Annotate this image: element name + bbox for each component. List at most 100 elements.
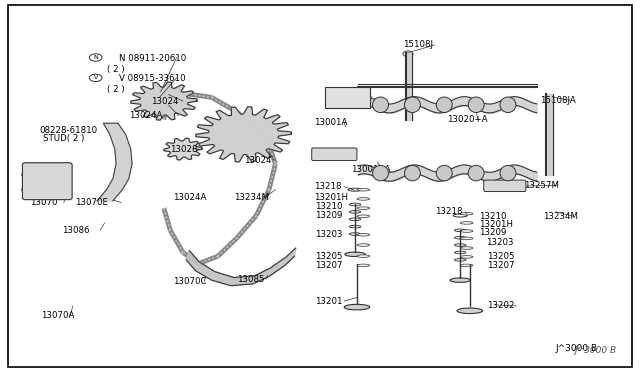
Polygon shape <box>196 107 291 162</box>
Polygon shape <box>186 248 296 286</box>
Text: 13070A: 13070A <box>41 311 74 320</box>
Ellipse shape <box>357 188 370 191</box>
Circle shape <box>90 74 102 81</box>
Polygon shape <box>131 82 197 120</box>
Text: 13210: 13210 <box>315 202 342 211</box>
Ellipse shape <box>349 233 361 235</box>
Text: 13024: 13024 <box>151 97 179 106</box>
Ellipse shape <box>349 218 361 221</box>
Text: 13203: 13203 <box>315 230 342 239</box>
Text: 13070: 13070 <box>30 198 58 207</box>
Text: 13201: 13201 <box>315 297 342 306</box>
Ellipse shape <box>349 225 361 228</box>
Text: 13234M: 13234M <box>543 212 578 221</box>
Text: 13257M: 13257M <box>312 153 348 162</box>
Text: 15108J: 15108J <box>403 41 433 49</box>
Ellipse shape <box>460 264 473 267</box>
Ellipse shape <box>344 304 370 310</box>
Circle shape <box>41 178 54 185</box>
Ellipse shape <box>357 198 370 200</box>
Text: V 08915-33610: V 08915-33610 <box>119 74 186 83</box>
Polygon shape <box>97 123 132 201</box>
Text: J^3000 B: J^3000 B <box>556 344 598 353</box>
Circle shape <box>403 51 413 57</box>
Text: 13210: 13210 <box>479 212 507 221</box>
Text: 13001AA: 13001AA <box>351 165 390 174</box>
Text: 13207: 13207 <box>315 261 342 270</box>
Ellipse shape <box>460 212 473 215</box>
Text: 13209: 13209 <box>315 211 342 220</box>
Ellipse shape <box>500 165 516 181</box>
Text: 13070E: 13070E <box>75 198 108 207</box>
Ellipse shape <box>357 234 370 236</box>
Text: 13218: 13218 <box>435 207 462 217</box>
Circle shape <box>224 123 263 145</box>
Text: 13203: 13203 <box>486 238 513 247</box>
Text: 13086: 13086 <box>62 226 90 235</box>
Ellipse shape <box>349 203 361 206</box>
Ellipse shape <box>349 211 361 213</box>
Ellipse shape <box>450 278 470 282</box>
Text: 13001A: 13001A <box>314 118 347 127</box>
Text: 13085: 13085 <box>237 275 265 283</box>
Ellipse shape <box>454 236 466 239</box>
Text: 08228-61810: 08228-61810 <box>40 126 98 135</box>
Ellipse shape <box>357 255 370 257</box>
Ellipse shape <box>345 252 365 257</box>
Ellipse shape <box>372 165 388 181</box>
Text: 13218: 13218 <box>314 182 341 191</box>
Text: N 08911-20610: N 08911-20610 <box>119 54 186 63</box>
Text: 13028: 13028 <box>170 145 198 154</box>
Polygon shape <box>164 138 202 160</box>
Text: 15108JA: 15108JA <box>540 96 575 105</box>
Text: 13024: 13024 <box>244 155 271 165</box>
Circle shape <box>33 173 61 190</box>
Ellipse shape <box>436 165 452 181</box>
Ellipse shape <box>460 256 473 258</box>
Text: ( 2 ): ( 2 ) <box>106 65 124 74</box>
Ellipse shape <box>454 229 466 232</box>
Circle shape <box>22 171 35 179</box>
FancyBboxPatch shape <box>312 148 357 161</box>
Ellipse shape <box>357 215 370 218</box>
Ellipse shape <box>500 97 516 112</box>
FancyBboxPatch shape <box>22 163 72 200</box>
Text: ( 2 ): ( 2 ) <box>106 85 124 94</box>
Text: 13234M: 13234M <box>234 193 269 202</box>
Ellipse shape <box>436 97 452 112</box>
Circle shape <box>22 186 35 193</box>
Text: 13070C: 13070C <box>173 278 207 286</box>
Text: 13209: 13209 <box>479 228 507 237</box>
Ellipse shape <box>468 165 484 181</box>
Ellipse shape <box>404 165 420 181</box>
Text: 13207: 13207 <box>487 261 515 270</box>
Text: J^3000 B: J^3000 B <box>574 346 616 355</box>
Text: 13205: 13205 <box>487 252 515 262</box>
Text: 13069: 13069 <box>33 182 61 191</box>
Text: 13201H: 13201H <box>314 193 348 202</box>
Text: 13202: 13202 <box>487 301 515 311</box>
Ellipse shape <box>457 308 483 314</box>
Ellipse shape <box>404 97 420 112</box>
Ellipse shape <box>357 264 370 267</box>
Text: V: V <box>93 75 98 80</box>
Ellipse shape <box>454 244 466 246</box>
Circle shape <box>175 145 191 154</box>
Ellipse shape <box>460 237 473 240</box>
Ellipse shape <box>460 247 473 249</box>
Text: 13201H: 13201H <box>479 220 513 229</box>
Ellipse shape <box>357 244 370 246</box>
Ellipse shape <box>460 230 473 232</box>
Text: N: N <box>93 55 98 60</box>
FancyBboxPatch shape <box>484 180 526 192</box>
Text: 13257M: 13257M <box>524 181 559 190</box>
Ellipse shape <box>357 207 370 209</box>
Ellipse shape <box>372 97 388 112</box>
Text: 13020: 13020 <box>339 92 367 101</box>
Text: 13024A: 13024A <box>129 111 162 121</box>
Circle shape <box>150 93 177 109</box>
Text: 13205: 13205 <box>315 251 342 261</box>
Ellipse shape <box>454 259 466 261</box>
Text: 13020+A: 13020+A <box>447 115 488 124</box>
Text: 13024A: 13024A <box>173 193 207 202</box>
